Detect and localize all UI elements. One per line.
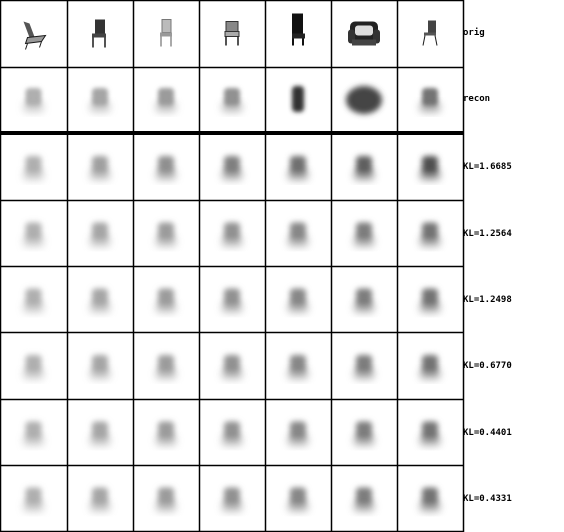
grid-cell-image	[288, 288, 308, 313]
grid-cell-image	[23, 222, 44, 247]
chair-dark-icon	[92, 19, 106, 48]
grid-cell-image	[288, 421, 308, 446]
grid-cell-image	[156, 88, 176, 112]
grid-cell-image	[23, 288, 44, 313]
grid-cell-image	[156, 487, 176, 512]
grid-cell-image	[288, 156, 308, 180]
grid-cell-image	[90, 421, 110, 446]
row-label: KL=0.4401	[463, 427, 512, 438]
grid-cell-image	[156, 355, 176, 379]
grid-cell-image	[420, 156, 440, 180]
chair-side-icon	[224, 21, 240, 46]
row-label: recon	[463, 94, 491, 104]
grid-cell-image	[156, 156, 176, 180]
grid-cell-image	[292, 86, 304, 112]
grid-cell-image	[420, 355, 440, 379]
grid-cell-image	[420, 88, 440, 112]
grid-cell-image	[222, 156, 242, 180]
grid-cell-image	[420, 421, 440, 446]
grid-cell-image	[354, 222, 374, 247]
grid-cell-image	[288, 487, 308, 512]
grid-cell-image	[354, 355, 374, 379]
grid-cell-image	[222, 487, 242, 512]
row-label: KL=1.2498	[463, 294, 512, 305]
chair-small-icon	[422, 20, 438, 46]
grid-cell-image	[346, 86, 382, 114]
grid-cell-image	[156, 288, 176, 313]
grid-cell-image	[90, 487, 110, 512]
grid-cell-image	[90, 88, 110, 112]
grid-cell-image	[222, 355, 242, 379]
row-label: KL=0.4331	[463, 493, 512, 504]
section-divider	[0, 131, 464, 135]
grid-cell-image	[288, 355, 308, 379]
grid-cell-image	[156, 421, 176, 446]
grid-cell-image	[90, 222, 110, 247]
grid-cell-image	[222, 88, 242, 112]
chair-light-icon	[160, 19, 172, 47]
grid-cell-image	[354, 421, 374, 446]
grid-cell-image	[420, 487, 440, 512]
row-label: KL=1.2564	[463, 228, 512, 239]
grid-cell-image	[222, 421, 242, 446]
grid-cell-image	[222, 288, 242, 313]
row-label: KL=0.6770	[463, 361, 512, 371]
grid-cell-image	[90, 288, 110, 313]
grid-cell-image	[420, 288, 440, 313]
grid-cell-image	[90, 355, 110, 379]
grid-cell-image	[23, 355, 44, 379]
grid-cell-image	[222, 222, 242, 247]
grid-cell-image	[23, 88, 44, 112]
row-label: orig	[463, 27, 485, 38]
grid-cell-image	[354, 487, 374, 512]
grid-cell-image	[420, 222, 440, 247]
row-label: KL=1.6685	[463, 162, 512, 172]
chair-tall-black-icon	[292, 13, 305, 46]
grid-cell-image	[288, 222, 308, 247]
grid-cell-image	[156, 222, 176, 247]
grid-cell-image	[354, 288, 374, 313]
grid-cell-image	[354, 156, 374, 180]
chair-tilted-icon	[23, 21, 47, 50]
grid-cell-image	[23, 487, 44, 512]
grid-cell-image	[90, 156, 110, 180]
grid-cell-image	[23, 156, 44, 180]
grid-cell-image	[23, 421, 44, 446]
armchair-icon	[348, 21, 380, 46]
